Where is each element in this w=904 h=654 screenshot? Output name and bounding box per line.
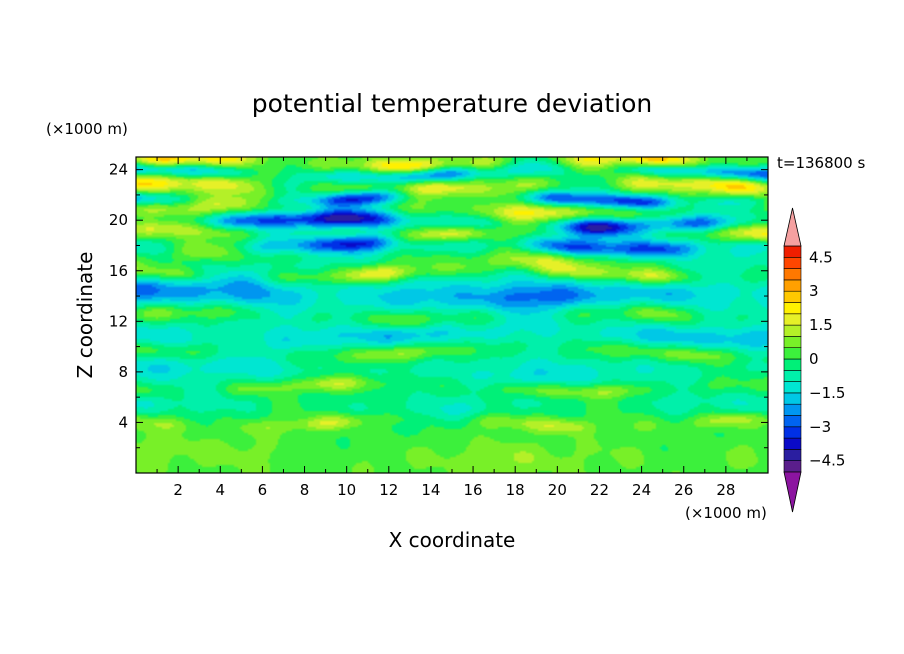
colorbar-cell	[783, 256, 802, 269]
x-tick-label: 22	[590, 481, 609, 499]
colorbar-cell	[783, 324, 802, 337]
y-tick-label: 8	[118, 363, 128, 381]
colorbar-cell	[783, 437, 802, 450]
x-tick-label: 24	[632, 481, 651, 499]
y-tick-label: 24	[109, 161, 128, 179]
x-tick-label: 16	[464, 481, 483, 499]
colorbar-cell	[783, 347, 802, 360]
colorbar-label: 0	[809, 350, 819, 368]
x-tick-label: 6	[258, 481, 268, 499]
y-unit-label: (×1000 m)	[46, 120, 128, 138]
x-tick-label: 14	[421, 481, 440, 499]
colorbar-cell	[783, 381, 802, 394]
x-tick-label: 26	[674, 481, 693, 499]
y-tick-label: 16	[109, 262, 128, 280]
colorbar-under-triangle	[783, 471, 802, 513]
y-axis: 4 8 12 16 20 24	[109, 161, 768, 449]
colorbar-cell	[783, 245, 802, 258]
colorbar-cell	[783, 460, 802, 473]
colorbar-cell	[783, 449, 802, 461]
colorbar-label: −4.5	[809, 452, 845, 470]
chart-title: potential temperature deviation	[252, 89, 652, 118]
x-axis: 2 4 6 8 10 12 14 16 18 20 22 24 26 28	[156, 157, 748, 499]
x-unit-label: (×1000 m)	[685, 504, 767, 522]
colorbar-cell	[783, 268, 802, 281]
x-tick-label: 10	[337, 481, 356, 499]
colorbar-label: −3	[809, 418, 831, 436]
y-axis-label: Z coordinate	[73, 252, 97, 379]
colorbar-cell	[783, 369, 802, 382]
y-tick-label: 12	[109, 312, 128, 330]
colorbar-label: 1.5	[809, 316, 833, 334]
x-tick-label: 28	[716, 481, 735, 499]
colorbar-cell	[783, 302, 802, 315]
y-tick-label: 20	[109, 211, 128, 229]
x-axis-label: X coordinate	[389, 528, 516, 552]
colorbar-label: −1.5	[809, 384, 845, 402]
x-tick-label: 4	[215, 481, 225, 499]
colorbar-cell	[783, 290, 802, 303]
y-tick-label: 4	[118, 413, 128, 431]
x-tick-label: 18	[506, 481, 525, 499]
colorbar-label: 3	[809, 282, 819, 300]
temperature-field	[136, 157, 768, 473]
colorbar-cell	[783, 415, 802, 428]
colorbar-cell	[783, 279, 802, 292]
colorbar-over-triangle	[783, 207, 802, 247]
plot-area	[135, 156, 769, 474]
colorbar-cell	[783, 313, 802, 326]
x-tick-label: 20	[548, 481, 567, 499]
time-label: t=136800 s	[777, 154, 865, 172]
x-tick-label: 8	[300, 481, 310, 499]
x-tick-label: 2	[173, 481, 183, 499]
colorbar-label: 4.5	[809, 248, 833, 266]
colorbar-cell	[783, 403, 802, 416]
colorbar-cell	[783, 392, 802, 405]
x-tick-label: 12	[379, 481, 398, 499]
colorbar-cell	[783, 426, 802, 439]
colorbar-cell	[783, 358, 802, 371]
colorbar-cell	[783, 336, 802, 348]
colorbar: 4.5 3 1.5 0 −1.5 −3 −4.5	[783, 207, 845, 513]
